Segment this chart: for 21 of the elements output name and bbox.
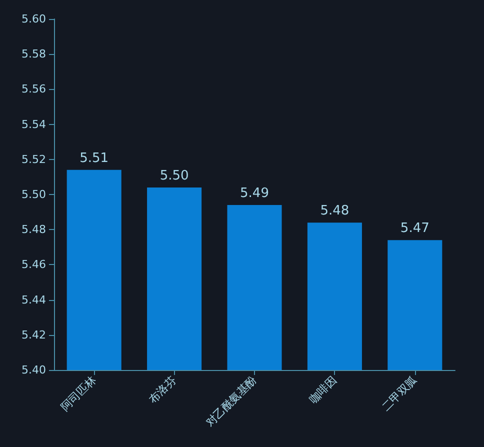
y-tick-label: 5.56	[22, 82, 46, 96]
x-tick-label: 布洛芬	[146, 373, 179, 406]
x-tick-label: 阿司匹林	[58, 373, 99, 414]
y-tick-label: 5.58	[22, 48, 46, 61]
y-tick-label: 5.42	[22, 328, 46, 342]
x-tick-label: 二甲双胍	[379, 373, 420, 414]
y-tick-label: 5.44	[22, 293, 46, 306]
data-label: 5.50	[160, 168, 189, 184]
data-label: 5.48	[320, 204, 350, 219]
data-label: 5.51	[80, 150, 109, 166]
data-label: 5.47	[400, 221, 430, 236]
y-tick-label: 5.54	[22, 118, 46, 131]
y-tick-label: 5.40	[22, 364, 46, 376]
data-label: 5.49	[240, 186, 269, 202]
y-tick-label: 5.60	[22, 12, 46, 26]
y-tick-label: 5.50	[22, 188, 46, 201]
y-tick-label: 5.52	[22, 152, 46, 166]
y-tick-label: 5.46	[22, 258, 46, 272]
y-tick-label: 5.48	[22, 223, 46, 236]
x-tick-label: 咖啡因	[306, 373, 340, 406]
x-tick-label: 对乙酰氨基酚	[203, 373, 260, 430]
